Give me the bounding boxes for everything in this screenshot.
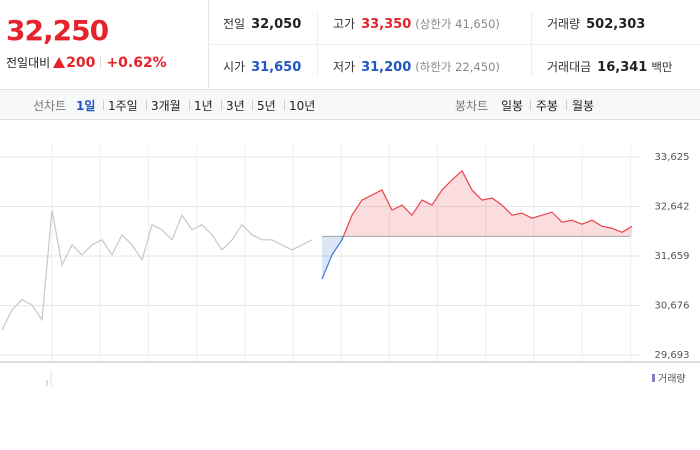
stat-value: 502,303	[586, 17, 646, 32]
divider	[146, 100, 147, 110]
tab[interactable]: 10년	[289, 99, 316, 113]
up-icon	[53, 57, 66, 68]
quote-box: 32,250 전일대비 200 +0.62%	[0, 0, 209, 88]
tab[interactable]: 1일	[76, 99, 96, 113]
stats: 전일 32,050 고가 33,350 (상한가 41,650) 거래량 502,303 시가…	[209, 0, 700, 88]
stat: 저가 31,200 (하한가 22,450)	[333, 58, 500, 75]
divider	[209, 44, 700, 45]
tab[interactable]: 5년	[257, 99, 276, 113]
y-tick-label: 31,659	[655, 251, 690, 262]
divider	[252, 100, 253, 110]
stat-label: 시가	[223, 60, 246, 74]
divider	[566, 100, 567, 110]
change: 200	[66, 55, 96, 71]
tab[interactable]: 1년	[194, 99, 213, 113]
tab-bar: 선차트 1일 1주일 3개월 1년 3년 5년 10년 봉차트 일봉 주봉 월봉	[0, 89, 700, 120]
y-tick-label: 30,676	[655, 300, 690, 311]
stat-label: 저가	[333, 60, 356, 74]
change-label: 전일대비	[6, 56, 51, 70]
change-row: 전일대비 200 +0.62%	[6, 54, 167, 71]
tab[interactable]: 3개월	[151, 99, 181, 113]
stat-unit: 백만	[651, 60, 673, 74]
stat-label: 전일	[223, 17, 246, 31]
divider	[530, 100, 531, 110]
change-rate: +0.62%	[106, 55, 167, 71]
stat: 시가 31,650	[223, 58, 301, 75]
stat-note: (하한가 22,450)	[415, 60, 500, 74]
tab[interactable]: 월봉	[572, 99, 595, 113]
legend-swatch	[652, 374, 655, 382]
stat: 고가 33,350 (상한가 41,650)	[333, 15, 500, 32]
stat-value: 31,650	[251, 60, 302, 75]
stat-label: 거래대금	[547, 60, 592, 74]
stat-note: (상한가 41,650)	[415, 17, 500, 31]
y-tick-label: 32,642	[655, 201, 690, 212]
divider	[100, 56, 102, 68]
chart: 29,693 30,676 31,659 32,642 33,625 거래량	[0, 145, 700, 386]
tab-group-label: 선차트	[33, 99, 67, 113]
legend-label: 거래량	[658, 373, 686, 385]
y-tick-label: 33,625	[655, 152, 690, 163]
line	[1, 210, 313, 331]
tab-group-label: 봉차트	[455, 99, 489, 113]
stat: 거래량 502,303	[547, 15, 645, 32]
area-up	[322, 170, 632, 237]
line-up	[342, 169, 633, 237]
stat-label: 거래량	[547, 17, 581, 31]
stat-value: 32,050	[251, 17, 302, 32]
tab[interactable]: 주봉	[536, 99, 559, 113]
current-price: 32,250	[6, 14, 109, 47]
divider	[221, 100, 222, 110]
tab[interactable]: 1주일	[108, 99, 138, 113]
stat-value: 33,350	[361, 17, 412, 32]
divider	[189, 100, 190, 110]
stat: 전일 32,050	[223, 15, 301, 32]
divider	[103, 100, 104, 110]
stat-value: 31,200	[361, 60, 412, 75]
stat-value: 16,341	[597, 60, 648, 75]
y-tick-label: 29,693	[655, 350, 690, 361]
stat: 거래대금 16,341 백만	[547, 58, 673, 75]
stat-label: 고가	[333, 17, 356, 31]
tab[interactable]: 일봉	[501, 99, 524, 113]
divider	[284, 100, 285, 110]
tab[interactable]: 3년	[226, 99, 245, 113]
area-down	[322, 236, 344, 280]
